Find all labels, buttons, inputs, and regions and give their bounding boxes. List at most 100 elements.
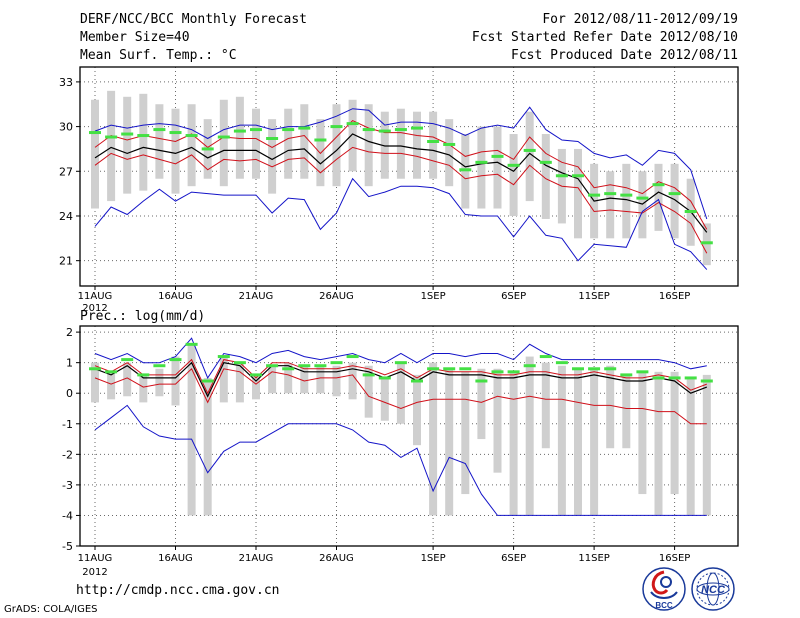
panel-2: -5 -4 -3 -2 -1 0 1 2 11AUG 16AUG 21AUG 26AUG 1SEP 6SE… [62, 309, 739, 578]
spread-box [606, 365, 615, 449]
x-tick-label: 1SEP [421, 291, 446, 302]
spread-box [364, 365, 373, 418]
year-label: 2012 [82, 303, 107, 314]
spread-box [91, 99, 99, 209]
plot-frame [79, 325, 739, 547]
spread-box [541, 134, 550, 219]
y-tick-label: -5 [62, 540, 73, 553]
spread-box [268, 119, 277, 194]
spread-box [139, 93, 148, 191]
spread-box [316, 365, 325, 394]
refer-date: Fcst Started Refer Date 2012/08/10 [471, 30, 738, 45]
spread-box [396, 108, 405, 179]
x-tick-label: 11AUG [78, 553, 113, 564]
spread-box [139, 374, 148, 403]
spread-box [493, 126, 502, 209]
plot-frame [79, 66, 739, 287]
x-tick-label: 6SEP [501, 553, 526, 564]
spread-box [557, 365, 566, 516]
series-mean-plus-spread [94, 358, 707, 395]
spread-box [348, 99, 357, 172]
x-tick-label: 6SEP [501, 291, 526, 302]
spread-box [187, 344, 196, 516]
spread-box [235, 96, 244, 179]
spread-box [702, 374, 711, 516]
series-ensemble-min [94, 404, 707, 516]
spread-box [429, 362, 438, 516]
grads-credit: GrADS: COLA/IGES [4, 604, 98, 615]
spread-box [622, 163, 631, 239]
series-ensemble-mean [94, 361, 708, 398]
spread-box [155, 104, 164, 179]
variable-label: Mean Surf. Temp.: °C [80, 48, 237, 63]
ncc-logo: NCC [691, 567, 735, 611]
x-tick-label: 11AUG [78, 291, 113, 302]
spread-box [686, 377, 695, 516]
y-tick-label: 24 [59, 210, 73, 223]
series-mean-minus-spread [94, 367, 707, 425]
spread-box [445, 119, 454, 187]
spread-box [493, 368, 502, 473]
series-ensemble-max [94, 337, 707, 379]
bcc-logo-text: BCC [655, 601, 673, 610]
spread-box [380, 377, 389, 421]
panel-subtitle: Prec.: log(mm/d) [80, 309, 205, 324]
spread-box [574, 368, 582, 516]
spread-box [171, 356, 180, 406]
spread-box [429, 111, 438, 179]
series-ensemble-max [94, 106, 708, 220]
spread-box [252, 108, 260, 179]
x-tick-label: 21AUG [239, 291, 274, 302]
forecast-period: For 2012/08/11-2012/09/19 [542, 12, 738, 27]
y-tick-label: 1 [66, 357, 73, 370]
spread-box [509, 134, 518, 216]
spread-box [525, 111, 534, 202]
spread-box [348, 362, 357, 400]
y-tick-label: -4 [62, 509, 73, 522]
spread-box [413, 374, 421, 446]
spread-box [654, 163, 663, 231]
member-size: Member Size=40 [80, 30, 190, 45]
spread-box [91, 362, 99, 403]
y-tick-label: 33 [59, 76, 73, 89]
year-label: 2012 [82, 567, 107, 578]
spread-box [525, 356, 534, 516]
y-tick-label: -3 [62, 479, 73, 492]
spread-box [284, 108, 293, 179]
spread-box [413, 111, 421, 179]
x-tick-label: 16AUG [158, 291, 193, 302]
spread-box [203, 377, 212, 516]
bcc-logo: BCC [642, 567, 686, 611]
spread-box [123, 362, 132, 397]
x-tick-label: 11SEP [578, 553, 609, 564]
spread-box [590, 368, 599, 516]
spread-box [380, 111, 389, 179]
x-tick-label: 26AUG [319, 553, 354, 564]
x-tick-label: 21AUG [239, 553, 274, 564]
spread-box [300, 104, 309, 179]
x-tick-label: 16SEP [659, 553, 690, 564]
panel-1: 21 24 27 30 33 11AUG 16AUG 21AUG 26AUG 1SEP 6SEP 11… [59, 66, 739, 314]
spread-box [509, 371, 518, 516]
x-tick-label: 26AUG [319, 291, 354, 302]
spread-box [654, 371, 663, 516]
spread-box [268, 365, 277, 394]
spread-box [235, 362, 244, 403]
spread-box [638, 171, 647, 239]
spread-box [541, 362, 550, 449]
spread-box [252, 374, 260, 400]
spread-box [300, 365, 309, 394]
series-ensemble-mean [94, 133, 708, 233]
x-tick-label: 11SEP [578, 291, 609, 302]
produced-date: Fcst Produced Date 2012/08/11 [511, 48, 738, 63]
spread-box [219, 99, 228, 187]
y-tick-label: -2 [62, 448, 73, 461]
spread-box [477, 368, 486, 440]
source-url[interactable]: http://cmdp.ncc.cma.gov.cn [76, 583, 280, 598]
spread-box [107, 371, 116, 400]
series-mean-plus-spread [94, 119, 708, 230]
spread-box [219, 356, 228, 403]
y-tick-label: 21 [59, 255, 73, 268]
spread-box [622, 374, 631, 449]
